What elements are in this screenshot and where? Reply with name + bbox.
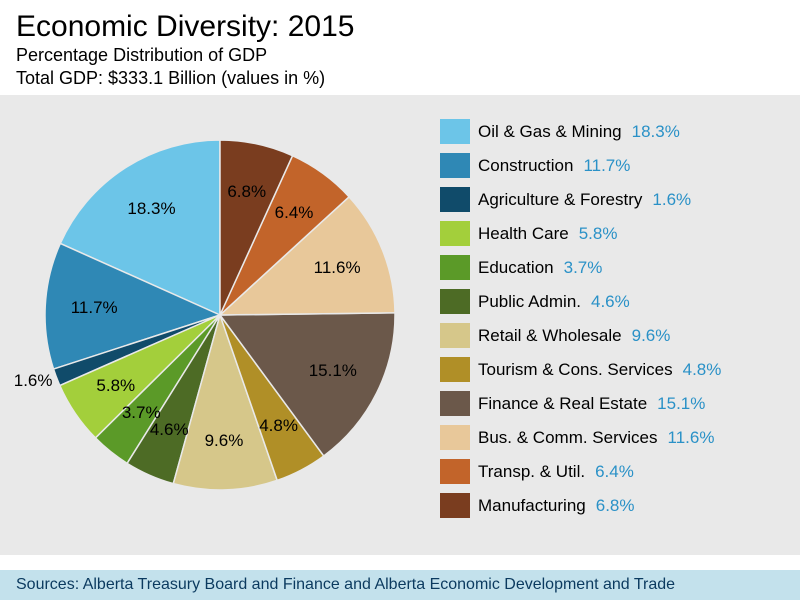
legend-value: 3.7%: [564, 258, 603, 278]
legend-label: Construction: [478, 156, 573, 176]
legend-label: Oil & Gas & Mining: [478, 122, 622, 142]
legend-value: 6.4%: [595, 462, 634, 482]
legend-row: Construction 11.7%: [440, 149, 790, 183]
legend-swatch: [440, 221, 470, 246]
legend-row: Education 3.7%: [440, 251, 790, 285]
legend-swatch: [440, 119, 470, 144]
slice-label: 6.8%: [227, 182, 266, 202]
legend-swatch: [440, 459, 470, 484]
chart-area: 18.3%11.7%1.6%5.8%3.7%4.6%9.6%4.8%15.1%1…: [0, 95, 800, 555]
legend-swatch: [440, 323, 470, 348]
slice-label: 4.8%: [259, 416, 298, 436]
legend-swatch: [440, 187, 470, 212]
legend-swatch: [440, 153, 470, 178]
legend-label: Health Care: [478, 224, 569, 244]
legend-label: Finance & Real Estate: [478, 394, 647, 414]
legend-swatch: [440, 289, 470, 314]
legend-value: 6.8%: [596, 496, 635, 516]
slice-label: 11.7%: [71, 298, 118, 318]
legend-row: Finance & Real Estate 15.1%: [440, 387, 790, 421]
footer: Sources: Alberta Treasury Board and Fina…: [0, 570, 800, 600]
legend-value: 18.3%: [632, 122, 680, 142]
footer-text: Sources: Alberta Treasury Board and Fina…: [16, 576, 675, 593]
legend-label: Public Admin.: [478, 292, 581, 312]
page-title: Economic Diversity: 2015: [16, 10, 784, 44]
slice-label: 6.4%: [275, 203, 314, 223]
legend-label: Tourism & Cons. Services: [478, 360, 673, 380]
subtitle-1: Percentage Distribution of GDP: [16, 44, 784, 67]
slice-label: 4.6%: [150, 420, 189, 440]
legend-label: Retail & Wholesale: [478, 326, 622, 346]
legend-value: 15.1%: [657, 394, 705, 414]
legend-swatch: [440, 255, 470, 280]
legend-row: Agriculture & Forestry 1.6%: [440, 183, 790, 217]
legend-label: Transp. & Util.: [478, 462, 585, 482]
legend-value: 1.6%: [652, 190, 691, 210]
legend-row: Transp. & Util. 6.4%: [440, 455, 790, 489]
legend-row: Bus. & Comm. Services 11.6%: [440, 421, 790, 455]
legend-row: Health Care 5.8%: [440, 217, 790, 251]
legend-value: 4.6%: [591, 292, 630, 312]
legend-value: 9.6%: [632, 326, 671, 346]
legend-row: Retail & Wholesale 9.6%: [440, 319, 790, 353]
subtitle-2: Total GDP: $333.1 Billion (values in %): [16, 67, 784, 90]
header: Economic Diversity: 2015 Percentage Dist…: [0, 0, 800, 95]
legend-value: 11.7%: [583, 156, 630, 176]
legend-label: Bus. & Comm. Services: [478, 428, 658, 448]
legend-row: Public Admin. 4.6%: [440, 285, 790, 319]
legend-swatch: [440, 391, 470, 416]
legend-swatch: [440, 357, 470, 382]
slice-label: 5.8%: [96, 376, 135, 396]
legend-row: Manufacturing 6.8%: [440, 489, 790, 523]
slice-label: 11.6%: [314, 258, 361, 278]
slice-label: 15.1%: [309, 361, 357, 381]
legend-swatch: [440, 425, 470, 450]
legend: Oil & Gas & Mining 18.3% Construction 11.7%…: [440, 115, 790, 523]
slice-label: 9.6%: [205, 431, 244, 451]
legend-label: Education: [478, 258, 554, 278]
legend-label: Manufacturing: [478, 496, 586, 516]
legend-value: 11.6%: [668, 428, 715, 448]
legend-swatch: [440, 493, 470, 518]
pie-chart: 18.3%11.7%1.6%5.8%3.7%4.6%9.6%4.8%15.1%1…: [30, 125, 410, 505]
legend-value: 5.8%: [579, 224, 618, 244]
legend-row: Oil & Gas & Mining 18.3%: [440, 115, 790, 149]
legend-value: 4.8%: [683, 360, 722, 380]
slice-label: 18.3%: [127, 199, 175, 219]
slice-label: 1.6%: [14, 371, 53, 391]
legend-label: Agriculture & Forestry: [478, 190, 642, 210]
legend-row: Tourism & Cons. Services 4.8%: [440, 353, 790, 387]
